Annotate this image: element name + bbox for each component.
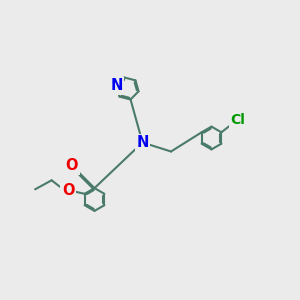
Text: Cl: Cl bbox=[230, 113, 245, 127]
Text: O: O bbox=[66, 158, 78, 173]
Text: N: N bbox=[136, 135, 149, 150]
Text: N: N bbox=[110, 78, 123, 93]
Text: O: O bbox=[62, 183, 74, 198]
